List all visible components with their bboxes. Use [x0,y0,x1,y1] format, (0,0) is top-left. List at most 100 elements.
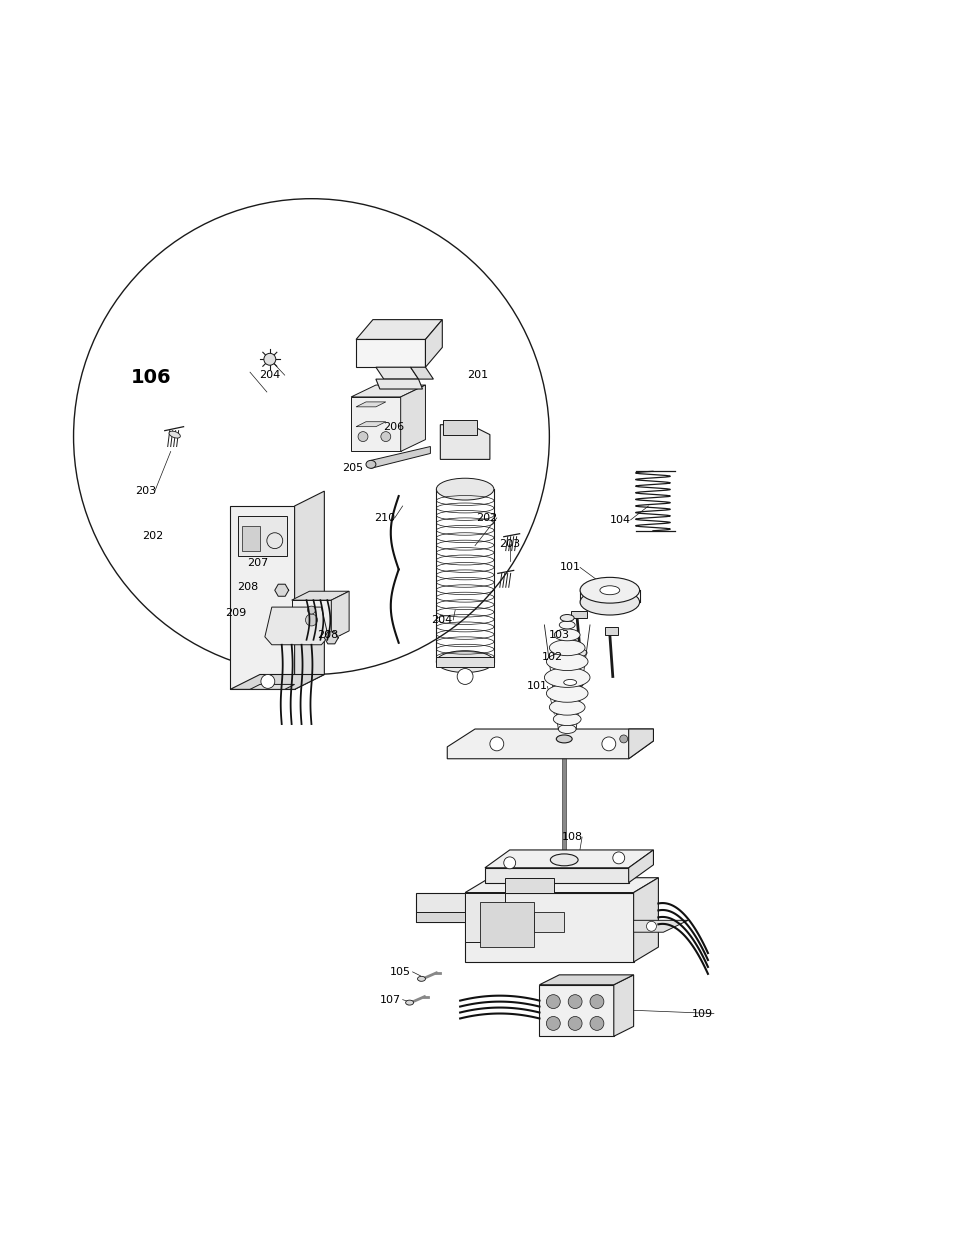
Ellipse shape [546,684,587,703]
Polygon shape [538,984,613,1036]
Text: 205: 205 [342,463,363,473]
Circle shape [589,994,603,1009]
Polygon shape [292,592,349,600]
Polygon shape [294,492,324,689]
Text: 210: 210 [374,513,395,522]
Text: 207: 207 [247,558,269,568]
Polygon shape [355,421,385,426]
Text: 103: 103 [548,630,569,640]
Ellipse shape [546,652,587,671]
Circle shape [260,674,274,688]
Circle shape [456,668,473,684]
Polygon shape [416,913,465,923]
Polygon shape [355,401,385,406]
Polygon shape [230,506,294,689]
Polygon shape [440,425,490,459]
Polygon shape [265,608,328,645]
Polygon shape [465,893,504,942]
Text: 206: 206 [383,421,404,432]
Polygon shape [484,850,653,868]
Ellipse shape [559,615,574,621]
Polygon shape [613,974,633,1036]
Text: 202: 202 [142,531,163,541]
Circle shape [357,432,368,442]
Circle shape [503,857,516,868]
Polygon shape [534,913,563,932]
Polygon shape [400,385,425,452]
Polygon shape [292,600,331,640]
Text: 107: 107 [380,994,401,1004]
Ellipse shape [169,431,180,438]
Text: 208: 208 [237,582,258,593]
Circle shape [568,1016,581,1030]
Text: 201: 201 [467,370,488,380]
Text: 209: 209 [225,608,247,618]
Ellipse shape [550,853,578,866]
Circle shape [267,532,282,548]
Ellipse shape [554,629,579,641]
Circle shape [305,614,317,626]
Polygon shape [242,526,259,551]
Polygon shape [571,611,586,618]
Polygon shape [465,893,633,962]
Circle shape [307,606,315,614]
Polygon shape [504,878,554,893]
Text: 203: 203 [135,487,156,496]
Circle shape [490,737,503,751]
Ellipse shape [556,735,572,743]
Ellipse shape [579,589,639,615]
Polygon shape [410,367,433,379]
Polygon shape [628,729,653,758]
Circle shape [546,1016,559,1030]
Polygon shape [425,320,442,367]
Ellipse shape [417,977,425,982]
Polygon shape [331,592,349,640]
Ellipse shape [571,648,586,657]
Polygon shape [538,974,633,984]
Polygon shape [416,893,465,923]
Ellipse shape [579,577,639,603]
Circle shape [589,1016,603,1030]
Ellipse shape [599,585,619,595]
Text: 108: 108 [561,832,582,842]
Polygon shape [355,340,425,367]
Ellipse shape [558,725,576,734]
Ellipse shape [366,461,375,468]
Ellipse shape [405,1000,414,1005]
Text: 203: 203 [498,538,519,548]
Polygon shape [604,627,618,635]
Polygon shape [447,729,653,758]
Polygon shape [479,903,534,947]
Polygon shape [371,447,430,468]
Text: 204: 204 [430,615,452,625]
Text: 101: 101 [559,562,580,573]
Text: 105: 105 [390,967,411,977]
Ellipse shape [544,668,589,688]
Circle shape [73,199,549,674]
Polygon shape [238,516,287,556]
Text: 101: 101 [526,682,547,692]
Circle shape [546,994,559,1009]
Text: 104: 104 [610,515,631,525]
Polygon shape [355,320,442,340]
Text: 202: 202 [476,513,497,522]
Text: 204: 204 [259,370,280,380]
Ellipse shape [436,651,494,673]
Ellipse shape [558,621,575,629]
Polygon shape [443,420,476,435]
Circle shape [619,735,627,743]
Polygon shape [250,684,294,689]
Text: 208: 208 [316,630,337,640]
Text: 106: 106 [131,368,171,387]
Ellipse shape [553,713,580,725]
Ellipse shape [549,699,584,715]
Circle shape [612,852,624,863]
Ellipse shape [563,679,576,685]
Circle shape [646,921,656,931]
Polygon shape [274,584,289,597]
Circle shape [380,432,391,442]
Circle shape [264,353,275,366]
Polygon shape [324,632,338,643]
Polygon shape [375,367,418,379]
Polygon shape [633,920,687,932]
